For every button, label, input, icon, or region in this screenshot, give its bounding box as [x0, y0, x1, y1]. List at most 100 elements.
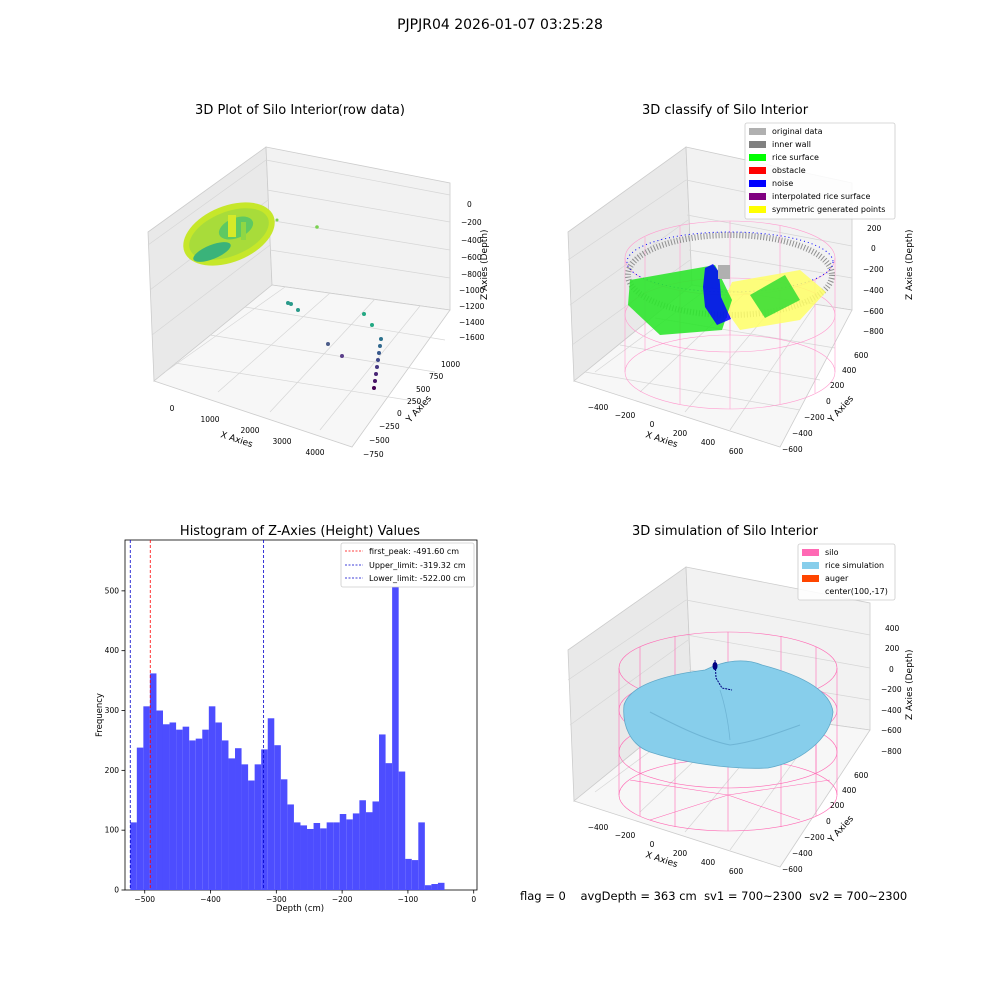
legend-swatch [749, 154, 766, 161]
histogram-xtick: −200 [332, 895, 353, 904]
plot2-inner-wall [625, 232, 835, 318]
plot1-scatter-points [275, 218, 383, 390]
plot1-ytick: −750 [363, 450, 384, 459]
status-avg-depth: avgDepth = 363 cm [580, 889, 697, 903]
plot2-ztick: −400 [863, 286, 884, 295]
plot1-ztick: −400 [461, 236, 482, 245]
histogram-bar [149, 673, 157, 890]
histogram-ytick: 200 [105, 766, 120, 775]
legend-label: Upper_limit: -319.32 cm [369, 561, 466, 570]
plot1-axes: 0 1000 2000 3000 4000 −750 −500 −250 0 2… [147, 146, 490, 459]
histogram-bar [352, 813, 360, 890]
histogram-bar [405, 858, 412, 890]
plot1-pane-floor [153, 284, 451, 448]
plot2-xtick: 0 [650, 420, 655, 429]
histogram-bar [176, 729, 183, 890]
legend-swatch [802, 562, 819, 569]
histogram-bar [182, 726, 190, 890]
histogram-ytick: 0 [114, 886, 119, 895]
histogram-bar [346, 819, 353, 890]
histogram-bar [215, 722, 222, 890]
histogram-bar [274, 745, 281, 890]
histogram-bar [162, 724, 170, 890]
histogram-ytick: 100 [105, 826, 120, 835]
histogram-bar [241, 764, 249, 890]
plot4-ytick: −200 [804, 833, 825, 842]
plot1-xtick: 0 [170, 404, 175, 413]
plot2-legend: original data inner wall rice surface ob… [744, 122, 896, 220]
plot4-xtick: 200 [673, 849, 688, 858]
histogram-bar [136, 747, 144, 890]
legend-swatch [749, 141, 766, 148]
plot4-axes: −400 −200 0 200 400 600 −600 −400 −200 0… [567, 543, 915, 876]
legend-swatch [749, 128, 766, 135]
histogram-chart: −500 −400 −300 −200 −100 0 0 100 200 300 400 500 D… [95, 539, 478, 914]
histogram-legend: first_peak: -491.60 cm Upper_limit: -319… [340, 542, 475, 588]
histogram-bar [326, 822, 334, 890]
plot1-xtick: 2000 [240, 426, 259, 435]
plot2-xtick: 600 [729, 447, 744, 456]
histogram-bar [254, 764, 262, 890]
plot4-ztick: −200 [881, 685, 902, 694]
histogram-bar [248, 780, 255, 890]
histogram-bar [228, 758, 236, 890]
histogram-bar [235, 748, 242, 890]
plot4-ytick: −400 [792, 849, 813, 858]
histogram-bar [287, 804, 294, 890]
legend-label: silo [825, 548, 839, 557]
histogram-xtick: 0 [471, 895, 476, 904]
plot1-ytick: 750 [429, 372, 444, 381]
plot1-title: 3D Plot of Silo Interior(row data) [195, 103, 405, 118]
plot4-ztick: 200 [885, 644, 900, 653]
histogram-bar [418, 822, 425, 890]
legend-label: obstacle [772, 166, 806, 175]
histogram-bar [424, 885, 432, 890]
plot1-grid [147, 159, 451, 431]
histogram-bar [130, 822, 137, 890]
plot1-ytick: 250 [407, 397, 422, 406]
plot1-zlabel: Z Axies (Depth) [480, 229, 490, 300]
plot4-ytick: 400 [842, 786, 857, 795]
plot2-ytick: 400 [842, 366, 857, 375]
histogram-bar [411, 860, 419, 890]
plot1-ztick: −1000 [459, 286, 485, 295]
histogram-bar [202, 729, 209, 890]
plot4-rice-simulation [623, 660, 834, 769]
plot4-title: 3D simulation of Silo Interior [632, 524, 818, 539]
plot2-title: 3D classify of Silo Interior [641, 103, 809, 118]
legend-swatch [749, 167, 766, 174]
plot4-ztick: −400 [881, 706, 902, 715]
histogram-bar [333, 822, 340, 890]
legend-label: interpolated rice surface [772, 192, 870, 201]
plot4-xtick: 0 [650, 840, 655, 849]
histogram-title: Histogram of Z-Axies (Height) Values [179, 524, 421, 539]
histogram-bar [208, 706, 216, 890]
legend-label: original data [772, 127, 823, 136]
legend-swatch [749, 206, 766, 213]
histogram-bar [221, 740, 229, 890]
plot1-ztick: −800 [461, 270, 482, 279]
plot2-ytick: −600 [782, 445, 803, 454]
histogram-bar [392, 557, 399, 890]
legend-label: first_peak: -491.60 cm [369, 547, 459, 556]
plot4-xtick: −400 [588, 823, 609, 832]
plot4-legend: silo rice simulation auger center(100,-1… [797, 543, 896, 601]
histogram-xtick: −400 [200, 895, 221, 904]
plot2-ztick: 200 [867, 224, 882, 233]
status-sv2: sv2 = 700~2300 [809, 889, 908, 903]
histogram-ylabel: Frequency [95, 693, 105, 737]
plot2-ztick: −200 [863, 265, 884, 274]
histogram-bar [189, 740, 196, 890]
plot2-ytick: 200 [830, 381, 845, 390]
figure-title: PJPJR04 2026-01-07 03:25:28 [397, 17, 603, 33]
plot4-ytick: 200 [830, 801, 845, 810]
histogram-bar [307, 828, 314, 890]
plot2-xtick: 200 [673, 429, 688, 438]
plot2-axes: −400 −200 0 200 400 600 −600 −400 −200 0… [567, 122, 915, 456]
plot2-ytick: −200 [804, 413, 825, 422]
plot4-ztick: 400 [885, 624, 900, 633]
histogram-bar [261, 749, 268, 890]
histogram-bar [169, 722, 177, 890]
histogram-bar [372, 801, 380, 890]
histogram-bar [195, 738, 203, 890]
